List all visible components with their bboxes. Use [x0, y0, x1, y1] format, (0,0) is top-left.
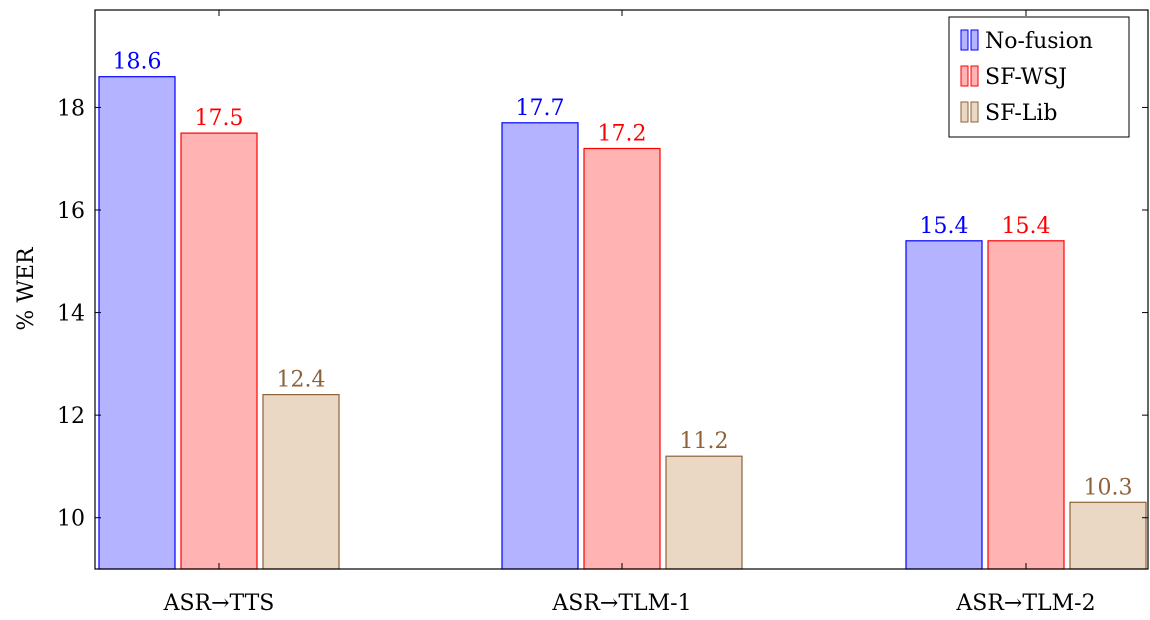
data-label: 17.2	[598, 122, 647, 147]
legend-swatch	[960, 29, 969, 51]
data-label: 18.6	[113, 50, 162, 75]
legend-swatch	[970, 65, 979, 87]
bar-sf-lib-2	[665, 455, 743, 570]
bar-sf-wsj-3	[987, 240, 1065, 570]
y-tick-label: 14	[57, 302, 85, 327]
legend-swatch	[970, 29, 979, 51]
legend-swatch	[970, 101, 979, 123]
data-label: 12.4	[277, 368, 326, 393]
data-label: 15.4	[920, 214, 969, 239]
y-tick-label: 18	[57, 96, 85, 121]
y-tick-label: 10	[57, 507, 85, 532]
data-label: 17.5	[195, 106, 244, 131]
y-tick-label: 16	[57, 199, 85, 224]
legend-swatch	[960, 101, 969, 123]
x-tick-label: ASR→TLM-2	[955, 591, 1095, 615]
bar-sf-wsj-2	[583, 147, 661, 570]
data-label: 10.3	[1084, 475, 1133, 500]
x-tick-label: ASR→TTS	[163, 591, 275, 615]
bar-no-fusion-3	[905, 240, 983, 570]
legend-label: SF-Lib	[985, 101, 1058, 126]
data-label: 11.2	[680, 429, 729, 454]
legend-label: SF-WSJ	[985, 65, 1067, 90]
data-label: 15.4	[1002, 214, 1051, 239]
legend-box	[948, 16, 1130, 138]
y-tick-label: 12	[57, 404, 85, 429]
x-tick-label: ASR→TLM-1	[551, 591, 691, 615]
data-label: 17.7	[516, 96, 565, 121]
bar-sf-lib-1	[262, 394, 340, 570]
bar-sf-lib-3	[1069, 501, 1147, 570]
bar-no-fusion-2	[501, 122, 579, 570]
legend-swatch	[960, 65, 969, 87]
bar-no-fusion-1	[98, 76, 176, 570]
y-axis-label: % WER	[14, 246, 39, 331]
bar-sf-wsj-1	[180, 132, 258, 570]
legend-label: No-fusion	[985, 29, 1093, 54]
